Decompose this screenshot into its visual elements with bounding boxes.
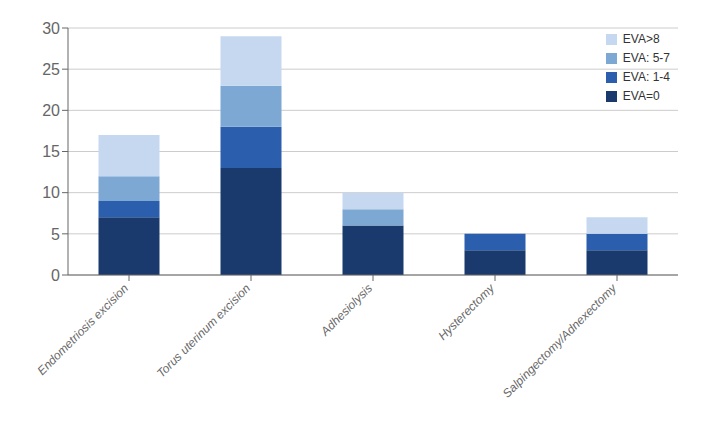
svg-text:20: 20: [42, 102, 60, 119]
svg-text:30: 30: [42, 20, 60, 37]
html-text:EVA: 5-7: EVA: 5-7: [622, 51, 670, 65]
svg-text:Endometriosis excision: Endometriosis excision: [34, 281, 131, 378]
svg-text:0: 0: [51, 267, 60, 284]
svg-text:25: 25: [42, 61, 60, 78]
svg-text:10: 10: [42, 184, 60, 201]
svg-text:15: 15: [42, 143, 60, 160]
html-text:EVA=0: EVA=0: [622, 89, 660, 103]
html-text:EVA>8: EVA>8: [622, 32, 660, 46]
svg-text:Torus uterinum excision: Torus uterinum excision: [154, 281, 253, 380]
svg-text:Salpingectomy/Adnexectomy: Salpingectomy/Adnexectomy: [500, 281, 620, 401]
svg-text:Hysterectomy: Hysterectomy: [435, 281, 497, 343]
svg-text:5: 5: [51, 226, 60, 243]
svg-text:Adhesiolysis: Adhesiolysis: [317, 281, 375, 339]
html-text:EVA: 1-4: EVA: 1-4: [622, 70, 670, 84]
